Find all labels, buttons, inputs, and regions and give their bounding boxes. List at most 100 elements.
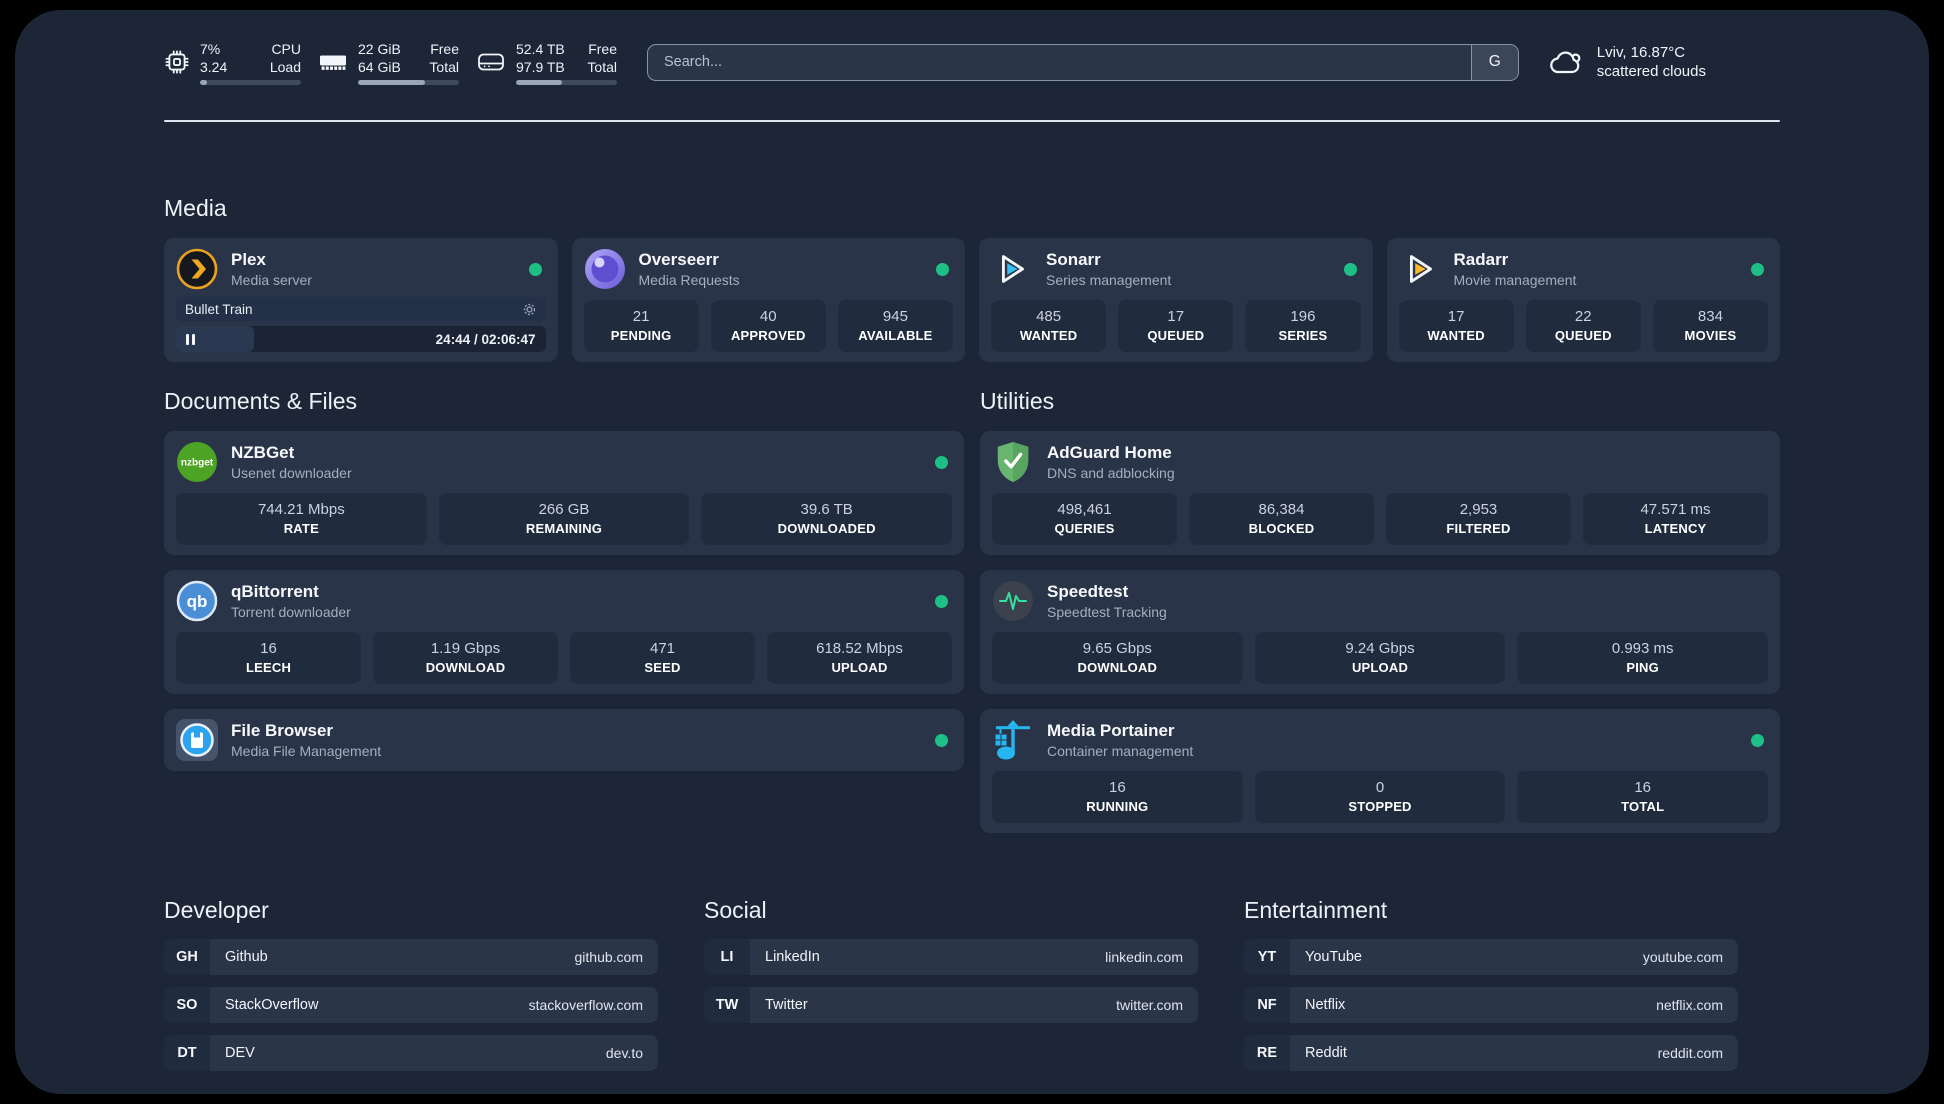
section-title-documents: Documents & Files — [164, 388, 358, 414]
search-input[interactable] — [648, 44, 1471, 80]
service-title: qBittorrent — [231, 581, 319, 601]
service-title: Overseerr — [638, 249, 719, 269]
memory-total-label: Total — [429, 58, 459, 75]
overseerr-card[interactable]: Overseerr Media Requests 21 PENDING 40 A… — [571, 238, 965, 362]
stat-box: 16 TOTAL — [1517, 771, 1769, 823]
memory-progress-fill — [358, 79, 425, 85]
stat-value: 47.571 ms — [1640, 501, 1711, 518]
bookmark-name: DEV — [225, 1045, 255, 1061]
service-title: AdGuard Home — [1047, 442, 1172, 462]
stat-value: 9.65 Gbps — [1082, 640, 1152, 657]
weather-condition: scattered clouds — [1596, 63, 1706, 80]
nzbget-card[interactable]: nzbget NZBGet Usenet downloader 744.21 M… — [164, 431, 964, 555]
stat-label: RATE — [283, 521, 319, 536]
bookmark-url: netflix.com — [1656, 997, 1723, 1013]
plex-icon — [176, 248, 218, 290]
cpu-label: CPU — [271, 40, 301, 57]
stat-value: 39.6 TB — [800, 501, 853, 518]
bookmark-abbr: RE — [1244, 1035, 1290, 1071]
radarr-icon — [1399, 248, 1441, 290]
stat-label: AVAILABLE — [858, 328, 933, 343]
search-engine-button[interactable]: G — [1470, 44, 1518, 80]
bookmark-url: linkedin.com — [1105, 949, 1183, 965]
stat-value: 945 — [882, 308, 908, 325]
service-title: Speedtest — [1047, 581, 1129, 601]
memory-total: 64 GiB — [358, 58, 401, 75]
stat-box: 485 WANTED — [991, 300, 1107, 352]
bookmark-group-developer: Developer GH Github github.com SO StackO… — [164, 895, 658, 1071]
top-bar: 7% 3.24 CPU Load — [164, 40, 1780, 85]
sonarr-icon — [991, 248, 1033, 290]
cpu-widget: 7% 3.24 CPU Load — [164, 40, 301, 85]
adguard-card[interactable]: AdGuard Home DNS and adblocking 498,461 … — [980, 431, 1780, 555]
cpu-percent: 7% — [200, 40, 221, 57]
dashboard-panel: 7% 3.24 CPU Load — [15, 10, 1929, 1094]
bookmark-abbr: GH — [164, 939, 210, 975]
bookmark-url: github.com — [574, 949, 643, 965]
stat-value: 834 — [1697, 308, 1723, 325]
disk-free-label: Free — [588, 40, 617, 57]
stat-label: SERIES — [1278, 328, 1328, 343]
portainer-card[interactable]: Media Portainer Container management 16 … — [980, 709, 1780, 833]
bookmark-reddit[interactable]: RE Reddit reddit.com — [1244, 1035, 1738, 1071]
overseerr-icon — [584, 248, 626, 290]
bookmark-abbr: NF — [1244, 987, 1290, 1023]
stat-box: 16 LEECH — [176, 632, 361, 684]
plex-card[interactable]: Plex Media server Bullet Train — [164, 238, 558, 362]
stat-label: MOVIES — [1684, 328, 1737, 343]
section-title-utilities: Utilities — [980, 388, 1055, 414]
stat-value: 9.24 Gbps — [1345, 640, 1415, 657]
bookmark-dev[interactable]: DT DEV dev.to — [164, 1035, 658, 1071]
service-subtitle: Movie management — [1453, 271, 1577, 288]
stat-box: 9.65 Gbps DOWNLOAD — [992, 632, 1243, 684]
stat-label: DOWNLOADED — [777, 521, 876, 536]
stat-value: 498,461 — [1057, 501, 1112, 518]
stat-value: 618.52 Mbps — [816, 640, 903, 657]
stat-value: 196 — [1290, 308, 1316, 325]
memory-progress-bar — [358, 79, 459, 85]
bookmark-abbr: SO — [164, 987, 210, 1023]
bookmark-abbr: YT — [1244, 939, 1290, 975]
speedtest-card[interactable]: Speedtest Speedtest Tracking 9.65 Gbps D… — [980, 570, 1780, 694]
bookmark-github[interactable]: GH Github github.com — [164, 939, 658, 975]
stat-value: 22 — [1574, 308, 1592, 325]
service-title: Plex — [231, 249, 266, 269]
bookmark-twitter[interactable]: TW Twitter twitter.com — [704, 987, 1198, 1023]
qbittorrent-icon: qb — [176, 580, 218, 622]
service-title: Media Portainer — [1047, 720, 1175, 740]
stat-value: 40 — [759, 308, 777, 325]
qbittorrent-card[interactable]: qb qBittorrent Torrent downloader 16 LEE… — [164, 570, 964, 694]
bookmark-stackoverflow[interactable]: SO StackOverflow stackoverflow.com — [164, 987, 658, 1023]
cpu-progress-bar — [200, 79, 301, 85]
stat-label: FILTERED — [1446, 521, 1511, 536]
memory-free-label: Free — [430, 40, 459, 57]
stat-label: QUEUED — [1147, 328, 1205, 343]
now-playing-bar: Bullet Train — [176, 297, 546, 321]
filebrowser-card[interactable]: File Browser Media File Management — [164, 709, 964, 771]
stat-box: 9.24 Gbps UPLOAD — [1254, 632, 1506, 684]
bookmark-name: Github — [225, 949, 268, 965]
gear-icon[interactable] — [522, 302, 537, 317]
stat-box: 1.19 Gbps DOWNLOAD — [373, 632, 558, 684]
status-dot — [935, 733, 948, 747]
bookmark-url: stackoverflow.com — [528, 997, 643, 1013]
service-subtitle: Speedtest Tracking — [1047, 603, 1167, 620]
bookmark-linkedin[interactable]: LI LinkedIn linkedin.com — [704, 939, 1198, 975]
section-title-social: Social — [704, 897, 767, 923]
bookmark-netflix[interactable]: NF Netflix netflix.com — [1244, 987, 1738, 1023]
ram-icon — [318, 49, 348, 75]
stat-label: UPLOAD — [1351, 660, 1409, 675]
section-title-entertainment: Entertainment — [1244, 897, 1388, 923]
bookmark-name: StackOverflow — [225, 997, 319, 1013]
bookmark-youtube[interactable]: YT YouTube youtube.com — [1244, 939, 1738, 975]
bookmark-name: Reddit — [1305, 1045, 1347, 1061]
stat-label: TOTAL — [1621, 799, 1665, 814]
stat-label: LEECH — [245, 660, 292, 675]
adguard-shield-icon — [992, 441, 1034, 483]
sonarr-card[interactable]: Sonarr Series management 485 WANTED 17 Q… — [979, 238, 1373, 362]
radarr-card[interactable]: Radarr Movie management 17 WANTED 22 QUE… — [1386, 238, 1780, 362]
status-dot — [935, 455, 948, 469]
stat-box: 945 AVAILABLE — [837, 300, 954, 352]
service-subtitle: Media Requests — [638, 271, 740, 288]
bookmark-abbr: TW — [704, 987, 750, 1023]
